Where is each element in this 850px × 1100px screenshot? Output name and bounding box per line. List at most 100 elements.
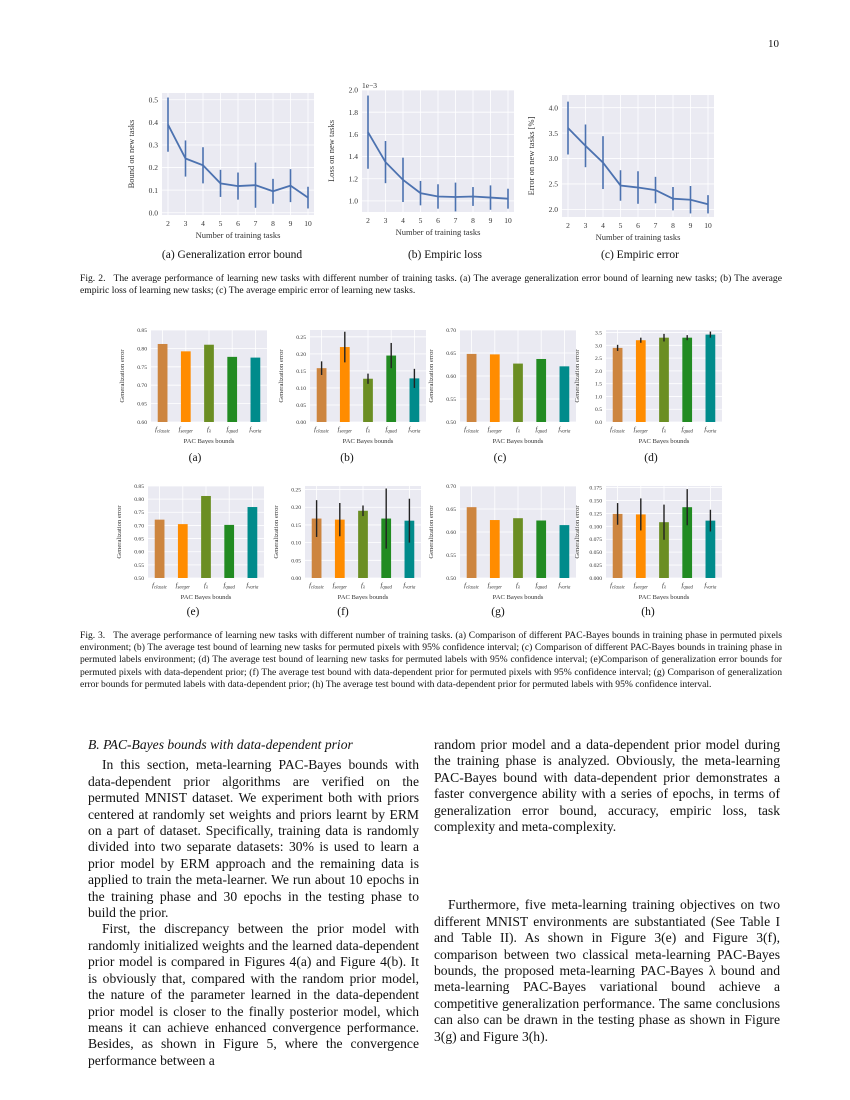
bar xyxy=(358,510,368,578)
y-tick-label: 0.5 xyxy=(595,407,602,413)
x-tick-subscript: λ xyxy=(663,586,666,591)
bar xyxy=(612,347,623,422)
x-tick-label: fclassic xyxy=(610,426,626,435)
bar xyxy=(386,355,397,422)
x-tick-subscript: quad xyxy=(683,430,693,435)
subcaption-b: (b) Empiric loss xyxy=(407,249,483,261)
x-axis-label: PAC Bayes bounds xyxy=(338,594,389,600)
y-tick-label: 0.80 xyxy=(134,497,144,503)
chart-3b: 0.00 0.05 0.10 0.15 0.20 0.25 fclassic fseeger f… xyxy=(278,330,426,444)
y-tick-label: 0.15 xyxy=(296,369,306,375)
x-tick-label: fseeger xyxy=(488,582,502,591)
y-tick-label: 2.0 xyxy=(549,205,559,214)
x-tick-subscript: classic xyxy=(612,430,626,435)
x-tick-subscript: quad xyxy=(382,586,392,591)
x-tick-label: fseeger xyxy=(634,426,648,435)
bar xyxy=(559,525,570,578)
bar xyxy=(705,334,716,422)
x-tick-label: fvaria xyxy=(558,426,571,435)
bar xyxy=(682,337,693,422)
y-tick-label: 0.2 xyxy=(149,163,159,172)
y-tick-label: 0.25 xyxy=(296,335,306,341)
x-axis-label: PAC Bayes bounds xyxy=(639,438,690,444)
y-tick-label: 0.125 xyxy=(589,511,602,517)
bar xyxy=(682,507,693,578)
y-tick-label: 0.3 xyxy=(149,141,159,150)
x-tick-label: 7 xyxy=(454,216,458,225)
paragraph: Furthermore, five meta-learning training… xyxy=(434,897,780,1044)
y-tick-label: 0.50 xyxy=(134,576,144,582)
x-tick-label: 2 xyxy=(366,216,370,225)
x-tick-label: fλ xyxy=(662,582,666,591)
y-tick-label: 0.050 xyxy=(589,550,602,556)
chart-3f: 0.00 0.05 0.10 0.15 0.20 0.25 fclassic fseeger f… xyxy=(273,486,421,600)
y-axis-label: Loss on new tasks xyxy=(326,120,336,182)
x-tick-subscript: λ xyxy=(517,430,520,435)
x-tick-label: fquad xyxy=(681,426,693,435)
y-tick-label: 0.75 xyxy=(137,365,147,371)
bar xyxy=(536,520,547,578)
x-tick-subscript: classic xyxy=(316,430,330,435)
x-tick-label: fseeger xyxy=(338,426,352,435)
x-tick-label: fclassic xyxy=(309,582,325,591)
subcaption-3h: (h) xyxy=(641,606,655,618)
x-tick-subscript: λ xyxy=(663,430,666,435)
x-tick-label: 2 xyxy=(566,221,570,230)
x-tick-label: fseeger xyxy=(333,582,347,591)
y-tick-label: 1.8 xyxy=(349,108,359,117)
y-axis-label: Generalization error xyxy=(273,505,280,559)
x-tick-label: 8 xyxy=(671,221,675,230)
bar xyxy=(247,507,258,578)
y-tick-label: 2.5 xyxy=(549,180,559,189)
bar xyxy=(513,363,523,422)
x-tick-label: fseeger xyxy=(634,582,648,591)
x-tick-subscript: quad xyxy=(387,430,397,435)
x-tick-label: fλ xyxy=(366,426,370,435)
x-axis-label: PAC Bayes bounds xyxy=(639,594,690,600)
x-tick-label: fclassic xyxy=(610,582,626,591)
x-axis-label: PAC Bayes bounds xyxy=(343,438,394,444)
x-tick-label: 3 xyxy=(184,219,188,228)
x-tick-label: 2 xyxy=(166,219,170,228)
y-tick-label: 0.5 xyxy=(149,95,159,104)
bar xyxy=(536,358,547,422)
x-tick-subscript: seeger xyxy=(489,586,502,591)
y-axis-label: Generalization error xyxy=(428,349,435,403)
y-tick-label: 0.15 xyxy=(291,523,301,529)
figure-2-caption-text: The average performance of learning new … xyxy=(80,273,782,297)
x-tick-subscript: seeger xyxy=(635,430,648,435)
y-tick-label: 0.80 xyxy=(137,346,147,352)
x-axis-label: Number of training tasks xyxy=(196,230,281,240)
chart-empiric-error: 2.0 2.5 3.0 3.5 4.0 2 3 4 5 6 7 8 9 10 Number of train… xyxy=(526,95,714,242)
y-tick-label: 1.0 xyxy=(595,394,602,400)
left-column: B. PAC-Bayes bounds with data-dependent … xyxy=(88,737,419,1069)
x-tick-label: fvaria xyxy=(704,426,717,435)
bar xyxy=(339,347,350,422)
x-tick-label: fquad xyxy=(535,582,547,591)
page-number: 10 xyxy=(768,38,779,50)
x-tick-label: fλ xyxy=(516,582,520,591)
chart-3d: 0.0 0.5 1.0 1.5 2.0 2.5 3.0 3.5 fclassic fseeger f… xyxy=(574,330,722,444)
y-tick-label: 0.0 xyxy=(595,420,602,426)
x-tick-subscript: quad xyxy=(228,430,238,435)
y-tick-label: 0.65 xyxy=(446,351,456,357)
x-tick-label: fλ xyxy=(361,582,365,591)
x-tick-label: fquad xyxy=(223,582,235,591)
x-tick-label: 7 xyxy=(254,219,258,228)
bar xyxy=(489,520,500,578)
x-tick-label: 9 xyxy=(689,221,693,230)
y-tick-label: 0.05 xyxy=(291,558,301,564)
y-tick-label: 0.175 xyxy=(589,486,602,492)
chart-3e: 0.50 0.55 0.60 0.65 0.70 0.75 0.80 0.85 fclassic… xyxy=(116,484,264,600)
x-tick-label: 3 xyxy=(584,221,588,230)
subcaption-3b: (b) xyxy=(340,452,354,464)
y-tick-label: 0.75 xyxy=(134,510,144,516)
x-tick-subscript: λ xyxy=(517,586,520,591)
x-tick-subscript: varia xyxy=(560,430,571,435)
y-tick-label: 0.50 xyxy=(446,576,456,582)
paragraph: random prior model and a data-dependent … xyxy=(434,737,780,835)
subcaption-3c: (c) xyxy=(493,452,507,464)
x-tick-subscript: varia xyxy=(706,430,717,435)
x-tick-label: fclassic xyxy=(314,426,330,435)
bar xyxy=(612,513,623,578)
